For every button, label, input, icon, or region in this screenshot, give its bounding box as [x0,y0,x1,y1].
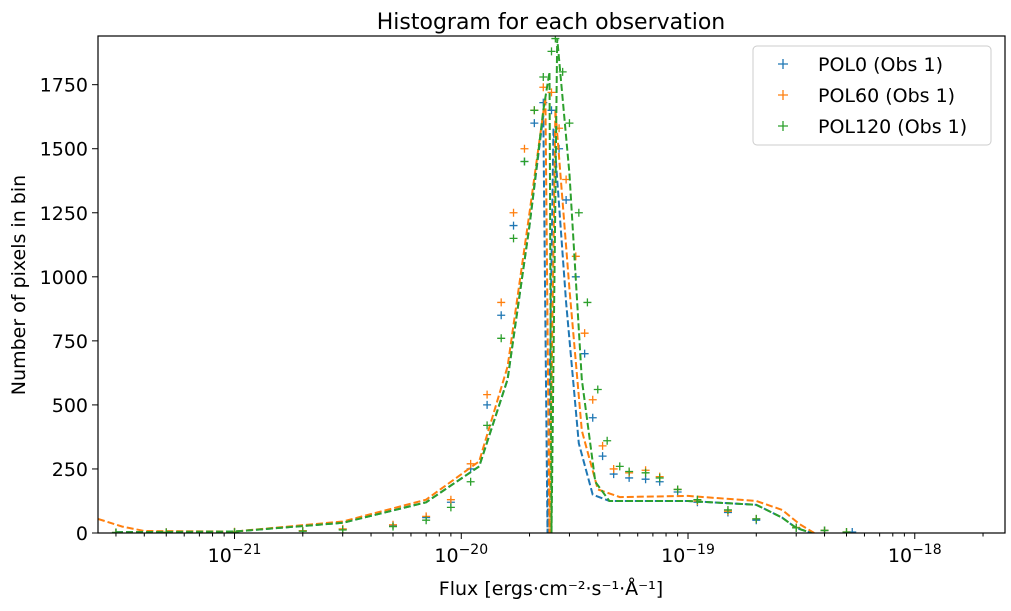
data-point-s0-11 [509,221,518,230]
data-point-s2-17 [558,67,567,76]
y-tick-label: 750 [52,331,88,353]
data-point-s2-20 [583,298,592,307]
data-point-s1-21 [598,441,607,450]
y-tick-label: 1250 [40,203,88,225]
y-axis-label: Number of pixels in bin [8,175,30,395]
fit-line-2 [115,38,812,533]
data-point-s2-25 [641,468,650,477]
data-point-s0-9 [483,400,492,409]
x-axis-ticks: 10−21 10−20 10−19 10−18 [115,533,984,567]
data-point-s2-19 [574,208,583,217]
data-point-s1-22 [609,464,618,473]
data-point-s2-16 [551,36,560,43]
x-tick-label: 10−18 [888,542,942,567]
data-point-s1-12 [520,144,529,153]
plot-frame [97,35,1006,534]
fit-line-0 [115,115,812,533]
data-point-s1-10 [497,298,506,307]
data-point-s2-15 [547,47,556,56]
x-tick-label: 10−21 [208,542,262,567]
y-tick-label: 1750 [40,75,88,97]
legend-marker-2 [778,121,788,131]
y-tick-label: 0 [76,523,88,545]
chart-title: Histogram for each observation [377,10,726,35]
legend-box [752,45,992,146]
data-point-s2-3 [298,527,307,533]
data-point-s2-10 [497,334,506,343]
data-point-s2-26 [655,473,664,482]
data-point-s0-17 [562,195,571,204]
data-point-s2-14 [539,72,548,81]
legend-marker-0 [778,59,788,69]
data-point-s0-15 [547,106,556,115]
data-point-s1-17 [562,175,571,184]
data-point-s1-19 [580,329,589,338]
data-point-s2-23 [615,462,624,471]
data-point-s2-7 [446,503,455,512]
legend-label-0: POL0 (Obs 1) [818,54,943,76]
data-point-s0-13 [530,119,539,128]
data-point-s2-21 [593,385,602,394]
data-point-s2-5 [389,522,398,531]
data-point-s2-22 [603,436,612,445]
data-point-s2-13 [530,106,539,115]
data-point-s2-29 [723,505,732,514]
data-point-s1-14 [539,83,548,92]
data-point-s2-31 [792,523,801,532]
data-point-s2-30 [752,514,761,523]
x-tick-label: 10−19 [661,542,715,567]
y-tick-label: 1500 [40,139,88,161]
data-point-s2-12 [520,157,529,166]
data-point-s2-33 [842,527,851,533]
x-tick-label: 10−20 [434,542,488,567]
x-axis-label: Flux [ergs·cm⁻²·s⁻¹·Å⁻¹] [439,577,663,600]
data-point-s0-21 [598,452,607,461]
data-point-s0-19 [580,349,589,358]
data-point-s1-9 [483,390,492,399]
data-point-s2-6 [422,516,431,525]
data-point-s2-8 [466,477,475,486]
data-point-s1-18 [571,252,580,261]
data-point-s1-20 [588,395,597,404]
data-point-s1-15 [547,88,556,97]
fit-line-1 [98,97,815,533]
data-point-s1-7 [446,495,455,504]
data-point-s2-18 [565,119,574,128]
legend: POL0 (Obs 1) POL60 (Obs 1) POL120 (Obs 1) [752,45,992,146]
legend-label-1: POL60 (Obs 1) [818,85,955,107]
data-point-s2-28 [693,495,702,504]
legend-label-2: POL120 (Obs 1) [818,116,967,138]
series-layer [98,36,857,533]
data-point-s0-20 [588,413,597,422]
y-tick-label: 1000 [40,267,88,289]
y-tick-label: 250 [52,459,88,481]
y-tick-label: 500 [52,395,88,417]
data-point-s2-27 [673,485,682,494]
data-point-s2-32 [820,526,829,533]
y-axis-ticks: 0 250 500 750 1000 1250 1500 1750 [40,75,98,545]
data-point-s2-24 [625,467,634,476]
legend-marker-1 [778,90,788,100]
data-point-s1-11 [509,208,518,217]
data-point-s0-10 [497,311,506,320]
data-point-s2-11 [509,234,518,243]
data-point-s2-9 [483,421,492,430]
data-point-s2-2 [230,528,239,533]
data-point-s1-8 [466,459,475,468]
